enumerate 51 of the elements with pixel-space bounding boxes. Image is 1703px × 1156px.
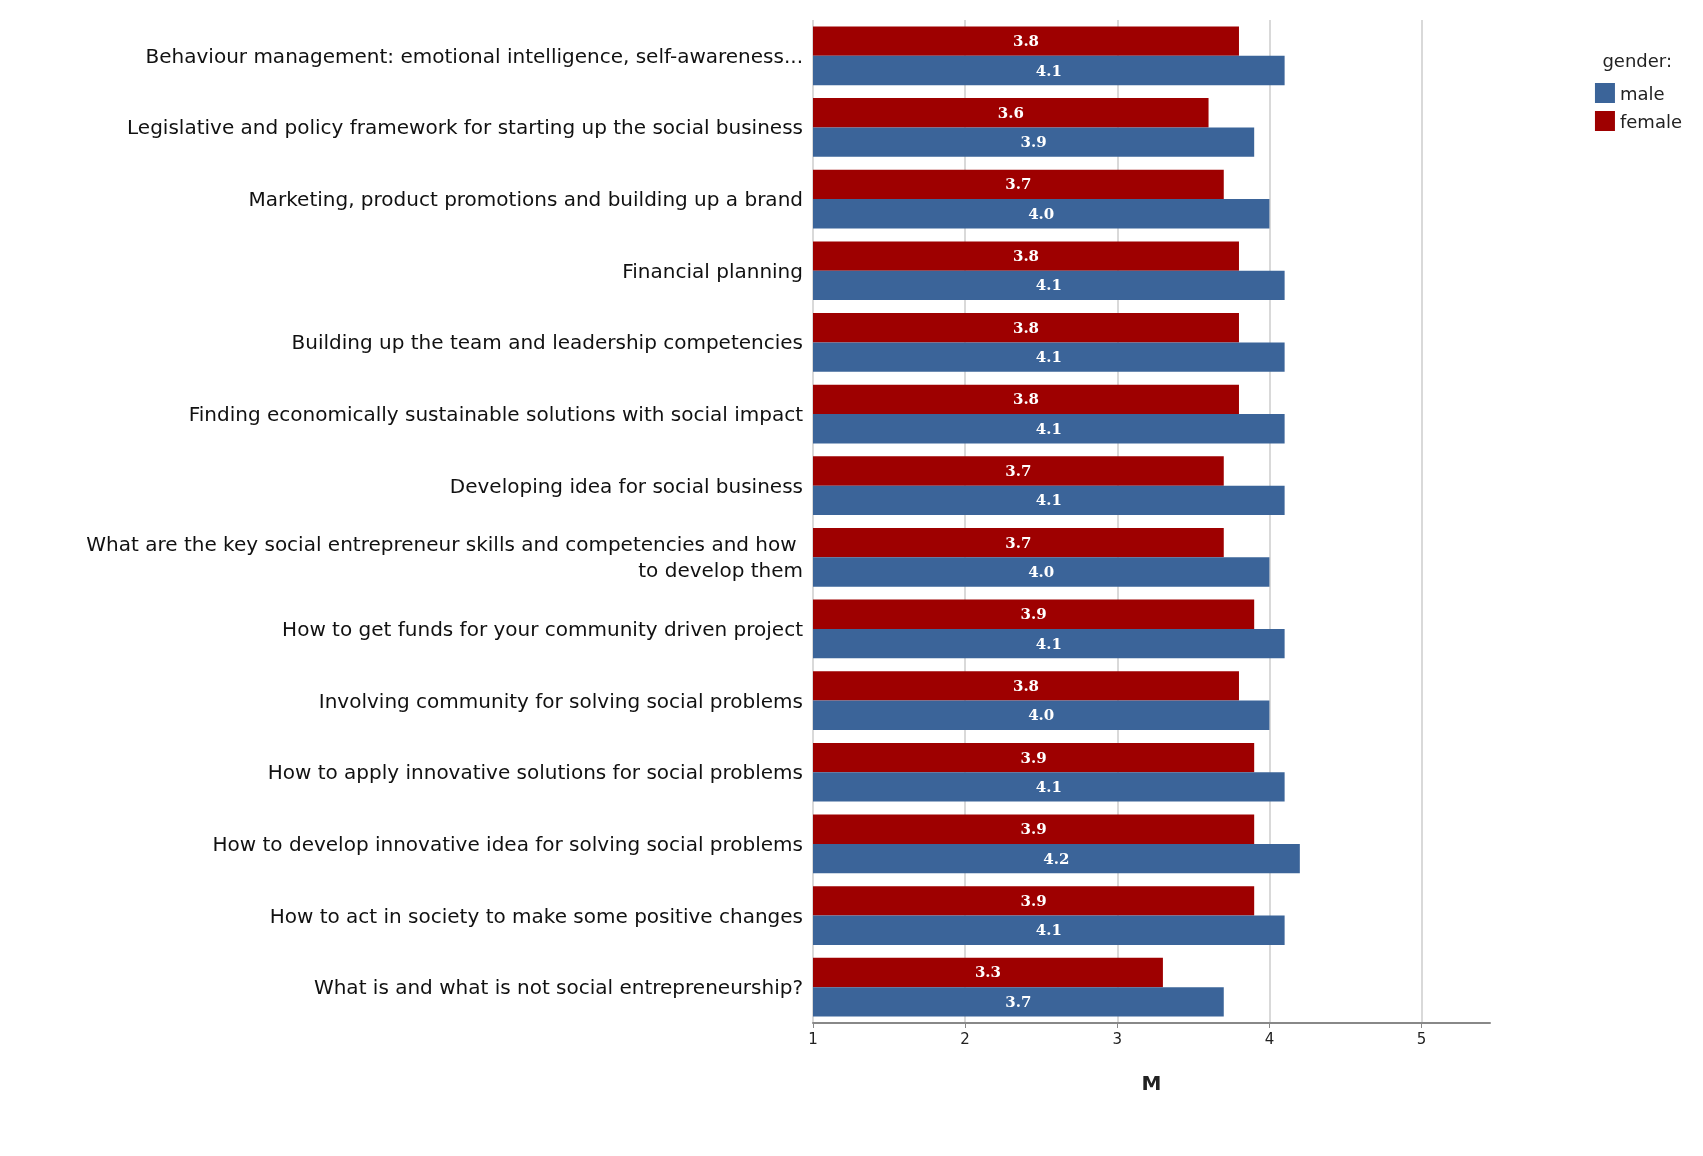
data-label: 3.9 <box>1020 820 1047 839</box>
data-label: 4.1 <box>1035 61 1062 80</box>
y-tick-label: Involving community for solving social problems <box>318 688 803 713</box>
data-label: 3.9 <box>1020 748 1047 767</box>
x-axis-title: M <box>1141 1071 1162 1095</box>
y-tick-label: Marketing, product promotions and building up a brand <box>248 187 803 212</box>
data-label: 4.1 <box>1035 634 1062 653</box>
y-tick-label: Financial planning <box>622 258 803 283</box>
y-tick-label: Legislative and policy framework for starting up the social business <box>127 115 803 140</box>
x-tick-label: 5 <box>1416 1029 1427 1048</box>
data-label: 3.9 <box>1020 891 1047 910</box>
data-label: 4.2 <box>1043 849 1070 868</box>
y-tick-label: How to develop innovative idea for solving social problems <box>212 831 803 856</box>
data-label: 3.7 <box>1005 461 1032 480</box>
y-tick-label: How to get funds for your community driven project <box>282 616 804 641</box>
data-label: 3.8 <box>1012 318 1040 337</box>
data-label: 4.1 <box>1035 348 1062 367</box>
data-label: 3.6 <box>997 103 1024 122</box>
data-label: 3.7 <box>1005 992 1032 1011</box>
x-tick-label: 2 <box>960 1029 970 1048</box>
y-tick-label: Finding economically sustainable solutions with social impact <box>188 402 804 427</box>
y-tick-label: Developing idea for social business <box>449 473 803 498</box>
data-label: 4.1 <box>1035 921 1062 940</box>
data-label: 3.9 <box>1020 133 1047 152</box>
data-label: 4.0 <box>1028 204 1055 223</box>
y-tick-label: Behaviour management: emotional intelligence, self-awareness... <box>145 43 803 68</box>
legend-title: gender: <box>1602 49 1673 71</box>
y-tick-label: Building up the team and leadership competencies <box>291 330 803 355</box>
x-tick-label: 3 <box>1112 1029 1123 1048</box>
data-label: 4.1 <box>1035 419 1062 438</box>
y-tick-label: How to act in society to make some positive changes <box>269 903 803 928</box>
y-tick-label: How to apply innovative solutions for social problems <box>267 760 803 785</box>
data-label: 3.9 <box>1020 605 1047 624</box>
data-label: 3.3 <box>974 963 1002 982</box>
data-label: 4.1 <box>1035 276 1062 295</box>
data-label: 4.1 <box>1035 777 1062 796</box>
legend-label: female <box>1619 110 1683 132</box>
data-label: 4.0 <box>1028 563 1055 582</box>
data-label: 4.0 <box>1028 706 1055 725</box>
data-label: 3.8 <box>1012 247 1040 266</box>
data-label: 4.1 <box>1035 491 1062 510</box>
data-label: 3.8 <box>1012 32 1040 51</box>
y-tick-label: What are the key social entrepreneur skills and competencies and how to develop them <box>86 532 803 583</box>
data-label: 3.7 <box>1005 175 1032 194</box>
y-tick-label: What is and what is not social entrepreneurship? <box>313 975 803 1000</box>
data-label: 3.7 <box>1005 533 1032 552</box>
x-tick-label: 4 <box>1264 1029 1275 1048</box>
x-tick-label: 1 <box>808 1029 818 1048</box>
data-label: 3.8 <box>1012 390 1040 409</box>
legend-label: male <box>1619 82 1665 104</box>
data-label: 3.8 <box>1012 676 1040 695</box>
